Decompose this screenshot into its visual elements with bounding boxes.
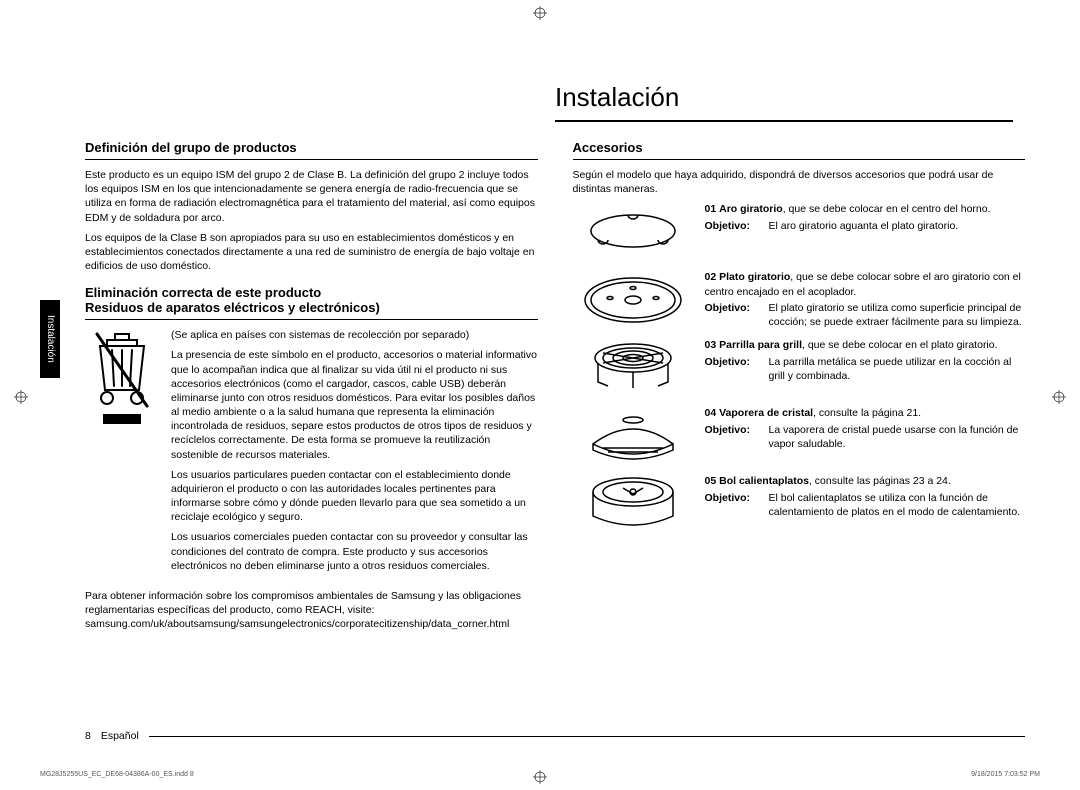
plate-warmer-icon xyxy=(573,474,693,534)
acc-name: Bol calientaplatos xyxy=(719,475,809,487)
heading-definition: Definición del grupo de productos xyxy=(85,140,538,160)
heading-disposal: Eliminación correcta de este producto Re… xyxy=(85,285,538,320)
acc-name: Plato giratorio xyxy=(719,271,790,283)
columns: Definición del grupo de productos Este p… xyxy=(85,140,1025,637)
objective-label: Objetivo: xyxy=(705,219,761,233)
footer-rule xyxy=(149,736,1025,737)
accessories-intro: Según el modelo que haya adquirido, disp… xyxy=(573,168,1026,196)
accessory-row-02: 02 Plato giratorio, que se debe colocar … xyxy=(573,270,1026,330)
heading-accessories: Accesorios xyxy=(573,140,1026,160)
acc-num: 05 xyxy=(705,475,717,487)
objective-text: El bol calientaplatos se utiliza con la … xyxy=(769,491,1026,519)
crop-mark-right xyxy=(1052,390,1066,404)
accessory-info-01: 01 Aro giratorio, que se debe colocar en… xyxy=(705,202,1026,232)
objective-text: El plato giratorio se utiliza como super… xyxy=(769,301,1026,329)
accessory-row-05: 05 Bol calientaplatos, consulte las pági… xyxy=(573,474,1026,534)
side-tab: Instalación xyxy=(40,300,60,378)
page-footer: 8 Español xyxy=(85,730,1025,742)
accessory-row-01: 01 Aro giratorio, que se debe colocar en… xyxy=(573,202,1026,262)
steamer-icon xyxy=(573,406,693,466)
accessory-row-04: 04 Vaporera de cristal, consulte la pági… xyxy=(573,406,1026,466)
acc-num: 02 xyxy=(705,271,717,283)
print-file-info: MG28J5255US_EC_DE68-04386A-00_ES.indd 8 xyxy=(40,771,194,778)
accessory-info-03: 03 Parrilla para grill, que se debe colo… xyxy=(705,338,1026,383)
acc-name: Aro giratorio xyxy=(719,203,783,215)
left-column: Definición del grupo de productos Este p… xyxy=(85,140,538,637)
objective-label: Objetivo: xyxy=(705,355,761,383)
objective-text: La vaporera de cristal puede usarse con … xyxy=(769,423,1026,451)
turntable-icon xyxy=(573,270,693,330)
right-column: Accesorios Según el modelo que haya adqu… xyxy=(573,140,1026,637)
crop-mark-top xyxy=(533,6,547,20)
title-underline xyxy=(555,120,1013,122)
objective-label: Objetivo: xyxy=(705,423,761,451)
accessory-row-03: 03 Parrilla para grill, que se debe colo… xyxy=(573,338,1026,398)
reach-info: Para obtener información sobre los compr… xyxy=(85,589,538,632)
definition-p1: Este producto es un equipo ISM del grupo… xyxy=(85,168,538,225)
crop-mark-left xyxy=(14,390,28,404)
objective-text: La parrilla metálica se puede utilizar e… xyxy=(769,355,1026,383)
accessory-info-02: 02 Plato giratorio, que se debe colocar … xyxy=(705,270,1026,329)
heading-disposal-line1: Eliminación correcta de este producto xyxy=(85,285,321,300)
accessory-info-05: 05 Bol calientaplatos, consulte las pági… xyxy=(705,474,1026,519)
acc-num: 04 xyxy=(705,407,717,419)
page-number: 8 xyxy=(85,730,91,742)
acc-rest: , que se debe colocar en el centro del h… xyxy=(783,203,991,215)
page-content: Instalación Definición del grupo de prod… xyxy=(85,50,1025,750)
disposal-text: (Se aplica en países con sistemas de rec… xyxy=(171,328,538,579)
weee-icon xyxy=(85,328,159,428)
print-info-bar: MG28J5255US_EC_DE68-04386A-00_ES.indd 8 … xyxy=(40,771,1040,778)
roller-ring-icon xyxy=(573,202,693,262)
main-title: Instalación xyxy=(555,82,679,113)
heading-disposal-line2: Residuos de aparatos eléctricos y electr… xyxy=(85,300,380,315)
disposal-p3: Los usuarios comerciales pueden contacta… xyxy=(171,530,538,573)
accessory-info-04: 04 Vaporera de cristal, consulte la pági… xyxy=(705,406,1026,451)
objective-label: Objetivo: xyxy=(705,491,761,519)
disposal-p2: Los usuarios particulares pueden contact… xyxy=(171,468,538,525)
objective-text: El aro giratorio aguanta el plato girato… xyxy=(769,219,1026,233)
page-language: Español xyxy=(101,730,139,742)
acc-num: 03 xyxy=(705,339,717,351)
acc-name: Parrilla para grill xyxy=(719,339,802,351)
objective-label: Objetivo: xyxy=(705,301,761,329)
disposal-note: (Se aplica en países con sistemas de rec… xyxy=(171,328,538,342)
acc-rest: , que se debe colocar en el plato girato… xyxy=(802,339,998,351)
acc-name: Vaporera de cristal xyxy=(719,407,813,419)
disposal-p1: La presencia de este símbolo en el produ… xyxy=(171,348,538,461)
acc-num: 01 xyxy=(705,203,717,215)
print-timestamp: 9/18/2015 7:03:52 PM xyxy=(971,771,1040,778)
acc-rest: , consulte las páginas 23 a 24. xyxy=(809,475,951,487)
acc-rest: , consulte la página 21. xyxy=(813,407,921,419)
grill-rack-icon xyxy=(573,338,693,398)
disposal-block: (Se aplica en países con sistemas de rec… xyxy=(85,328,538,579)
definition-p2: Los equipos de la Clase B son apropiados… xyxy=(85,231,538,274)
